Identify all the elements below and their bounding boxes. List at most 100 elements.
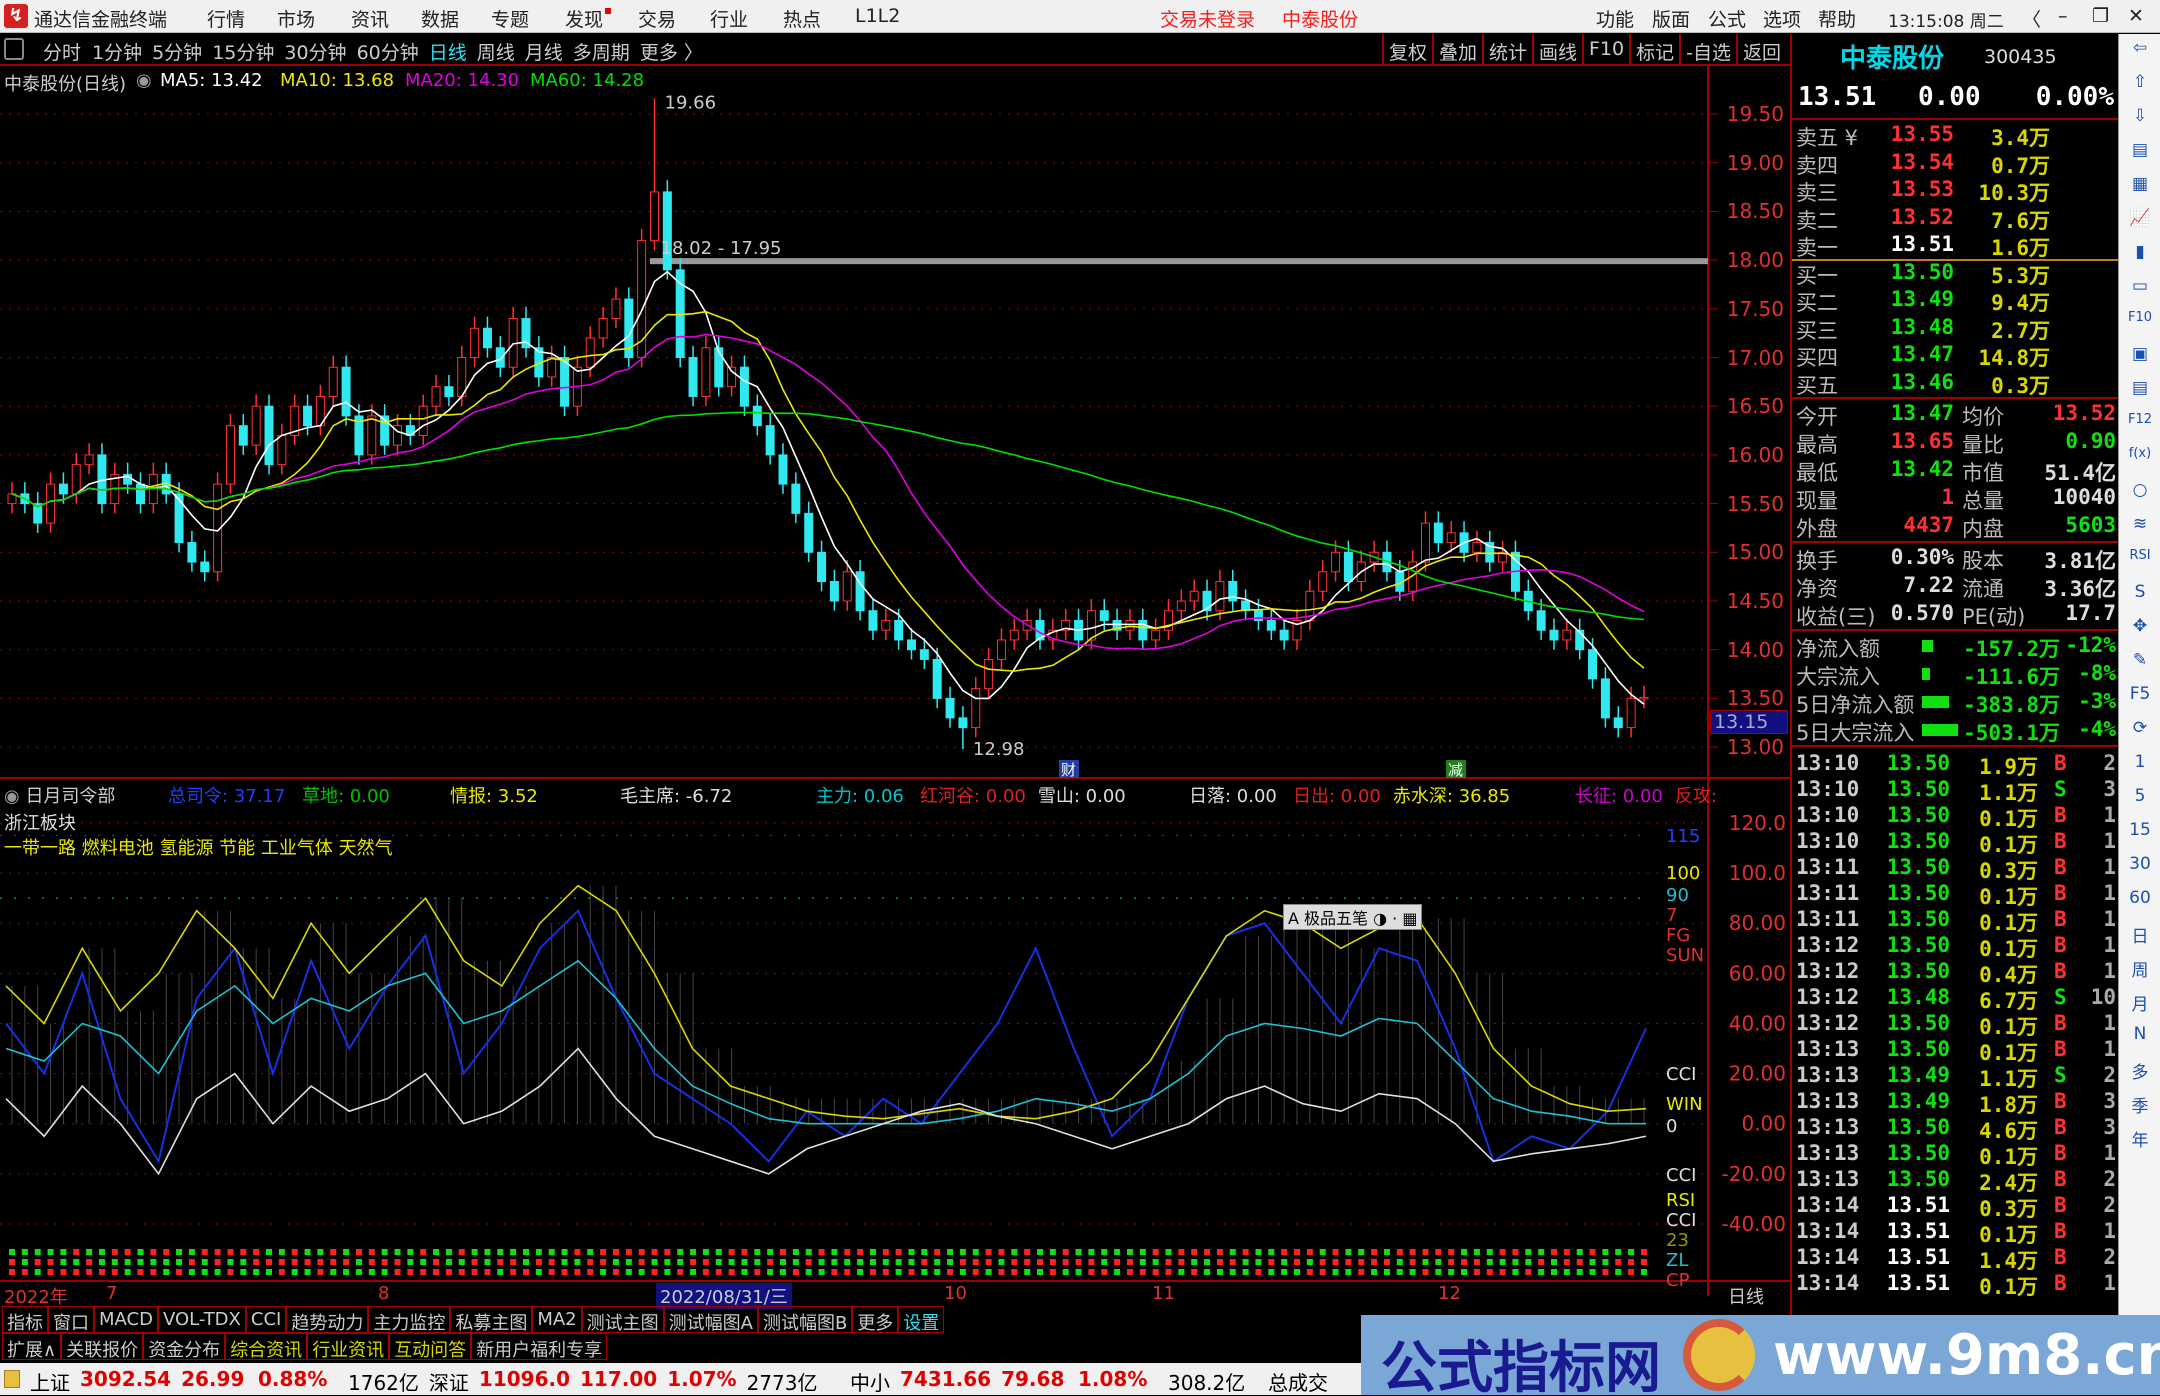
trade-status[interactable]: 交易未登录 (1160, 9, 1256, 31)
right-menu-2[interactable]: 公式 (1708, 9, 1747, 31)
side-icon-3[interactable]: ▤ (2131, 140, 2149, 160)
period-8[interactable]: 月线 (524, 42, 563, 64)
period-0[interactable]: 分时 (43, 42, 82, 64)
date-label-3[interactable]: 2022/08/31/三 (656, 1283, 792, 1309)
side-icon-0[interactable]: ⇦ (2132, 38, 2148, 58)
side-icon-9[interactable]: ▣ (2131, 344, 2149, 364)
side-icon-24[interactable]: 30 (2129, 854, 2151, 874)
indicator-tab-1[interactable]: 窗口 (48, 1306, 94, 1334)
restore-icon[interactable]: ❐ (2092, 5, 2110, 27)
side-icon-28[interactable]: 月 (2131, 995, 2149, 1015)
period-9[interactable]: 多周期 (572, 42, 630, 64)
period-10[interactable]: 更多 〉 (639, 42, 703, 64)
indicator-tab-10[interactable]: 测试幅图A (663, 1306, 758, 1334)
signal-square (227, 1249, 234, 1255)
settings-icon[interactable]: ◉ (136, 70, 152, 91)
indicator-tab-11[interactable]: 测试幅图B (757, 1306, 853, 1334)
toolbar-btn-0[interactable]: 复权 (1381, 34, 1432, 66)
side-icon-4[interactable]: ▦ (2131, 174, 2149, 194)
menu-2[interactable]: 资讯 (351, 9, 390, 31)
menu-4[interactable]: 专题 (491, 9, 530, 31)
extension-tab-0[interactable]: 扩展∧ (2, 1333, 62, 1361)
side-icon-30[interactable]: 多 (2131, 1063, 2149, 1083)
side-icon-20[interactable]: ⟳ (2132, 718, 2148, 738)
extension-tab-4[interactable]: 行业资讯 (307, 1333, 390, 1361)
extension-tab-3[interactable]: 综合资讯 (225, 1333, 308, 1361)
period-3[interactable]: 15分钟 (212, 42, 275, 64)
indicator-tab-5[interactable]: 趋势动力 (286, 1306, 369, 1334)
toolbar-btn-2[interactable]: 统计 (1481, 34, 1532, 66)
extension-tab-5[interactable]: 互动问答 (389, 1333, 472, 1361)
menu-3[interactable]: 数据 (421, 9, 460, 31)
minimize-icon[interactable]: – (2058, 5, 2068, 27)
side-icon-5[interactable]: 📈 (2129, 208, 2151, 228)
menu-1[interactable]: 市场 (277, 9, 316, 31)
indicator-tab-9[interactable]: 测试主图 (581, 1306, 664, 1334)
side-icon-21[interactable]: 1 (2134, 752, 2146, 772)
right-menu-1[interactable]: 版面 (1652, 9, 1691, 31)
close-icon[interactable]: ✕ (2128, 5, 2144, 27)
side-icon-17[interactable]: ✥ (2132, 616, 2148, 636)
period-7[interactable]: 周线 (476, 42, 515, 64)
back-icon[interactable]: 〈 (2022, 9, 2042, 31)
right-menu-4[interactable]: 帮助 (1818, 9, 1857, 31)
extension-tab-2[interactable]: 资金分布 (143, 1333, 226, 1361)
ime-tooltip[interactable]: A 极品五笔 ◑ · ▦ (1283, 904, 1423, 930)
indicator-tab-12[interactable]: 更多 (852, 1306, 899, 1334)
side-icon-7[interactable]: ▭ (2131, 276, 2149, 296)
menu-0[interactable]: 行情 (207, 9, 246, 31)
indicator-tab-8[interactable]: MA2 (532, 1306, 582, 1333)
side-icon-16[interactable]: S (2134, 582, 2146, 602)
side-icon-22[interactable]: 5 (2134, 786, 2146, 806)
side-icon-29[interactable]: N (2133, 1024, 2147, 1044)
menu-6[interactable]: 交易 (638, 9, 677, 31)
extension-tab-6[interactable]: 新用户福利专享 (471, 1333, 608, 1361)
side-icon-32[interactable]: 年 (2131, 1131, 2149, 1151)
side-icon-14[interactable]: ≋ (2132, 514, 2148, 534)
period-4[interactable]: 30分钟 (284, 42, 347, 64)
indicator-tab-6[interactable]: 主力监控 (368, 1306, 451, 1334)
extension-tab-1[interactable]: 关联报价 (61, 1333, 144, 1361)
menu-9[interactable]: L1L2 (855, 5, 901, 27)
period-6[interactable]: 日线 (428, 42, 467, 64)
period-1[interactable]: 1分钟 (92, 42, 143, 64)
kline-chart[interactable]: 19.66 18.02 - 17.95 12.98 财 减 120.0 100.0 80.00… (0, 66, 1790, 1296)
side-icon-13[interactable]: ○ (2132, 480, 2148, 500)
toolbar-btn-3[interactable]: 画线 (1531, 34, 1582, 66)
right-menu-0[interactable]: 功能 (1596, 9, 1635, 31)
indicator-tab-3[interactable]: VOL-TDX (157, 1306, 246, 1333)
menu-7[interactable]: 行业 (710, 9, 749, 31)
menu-5[interactable]: 发现 (565, 9, 604, 31)
indicator-tab-2[interactable]: MACD (94, 1306, 158, 1333)
side-icon-1[interactable]: ⇧ (2132, 72, 2148, 92)
side-icon-18[interactable]: ✎ (2132, 650, 2148, 670)
right-menu-3[interactable]: 选项 (1763, 9, 1802, 31)
indicator-tab-0[interactable]: 指标 (2, 1306, 48, 1334)
toolbar-btn-7[interactable]: 返回 (1735, 34, 1786, 66)
indicator-tab-4[interactable]: CCI (245, 1306, 287, 1333)
toolbar-btn-5[interactable]: 标记 (1629, 34, 1679, 66)
indicator-tab-13[interactable]: 设置 (898, 1306, 945, 1334)
side-icon-15[interactable]: RSI (2129, 548, 2151, 563)
toolbar-btn-6[interactable]: -自选 (1679, 34, 1736, 66)
menu-8[interactable]: 热点 (783, 9, 822, 31)
side-icon-25[interactable]: 60 (2129, 888, 2151, 908)
side-icon-31[interactable]: 季 (2131, 1097, 2149, 1117)
side-icon-26[interactable]: 日 (2131, 927, 2149, 947)
side-icon-11[interactable]: F12 (2127, 412, 2153, 427)
indicator-menu-icon[interactable]: ◉ (4, 786, 26, 807)
side-icon-6[interactable]: ▮ (2135, 242, 2145, 262)
period-5[interactable]: 60分钟 (356, 42, 419, 64)
period-2[interactable]: 5分钟 (152, 42, 203, 64)
toolbar-btn-4[interactable]: F10 (1582, 34, 1629, 66)
side-icon-19[interactable]: F5 (2129, 684, 2151, 704)
side-icon-23[interactable]: 15 (2129, 820, 2151, 840)
indicator-tab-7[interactable]: 私募主图 (450, 1306, 533, 1334)
side-icon-12[interactable]: f(x) (2128, 446, 2152, 461)
side-icon-8[interactable]: F10 (2127, 310, 2153, 325)
side-icon-10[interactable]: ▤ (2131, 378, 2149, 398)
panel-toggle-icon[interactable] (4, 38, 24, 60)
side-icon-27[interactable]: 周 (2131, 961, 2149, 981)
side-icon-2[interactable]: ⇩ (2132, 106, 2148, 126)
toolbar-btn-1[interactable]: 叠加 (1431, 34, 1482, 66)
